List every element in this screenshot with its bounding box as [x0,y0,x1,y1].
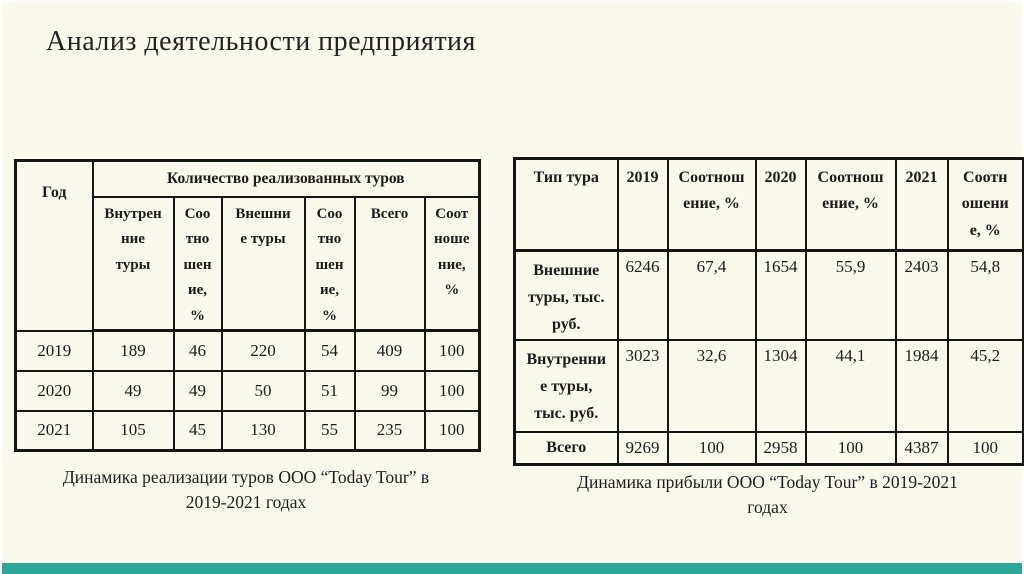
value-cell: 2403 [894,249,949,341]
header-total: Всего [353,195,426,332]
value-cell: 220 [220,329,306,372]
table-row-2019: 2019 189 46 220 54 409 100 [14,329,481,372]
table-row-total: Всего 9269 100 2958 100 4387 100 [513,430,1024,466]
value-cell: 44,1 [804,338,897,433]
value-cell: 50 [220,369,306,412]
year-cell: 2021 [14,409,94,452]
value-cell: 46 [172,329,223,372]
value-cell: 45 [172,409,223,452]
profit-table: Тип тура 2019 Соотнош ение, % 2020 Соотн… [513,157,1024,467]
value-cell: 105 [91,409,175,452]
value-cell: 100 [423,409,481,452]
value-cell: 1984 [894,338,949,433]
value-cell: 3023 [616,338,669,433]
value-cell: 9269 [616,430,669,466]
slide-title: Анализ деятельности предприятия [46,26,476,57]
header-year: Год [14,159,94,332]
value-cell: 189 [91,329,175,372]
value-cell: 100 [666,430,757,466]
header-ratio-2021: Соотн ошени е, % [946,157,1024,252]
value-cell: 100 [423,329,481,372]
value-cell: 4387 [894,430,949,466]
header-ratio-3: Соот ноше ние, % [423,195,481,332]
value-cell: 51 [303,369,356,412]
header-internal-tours: Внутрен ние туры [91,195,175,332]
value-cell: 49 [172,369,223,412]
header-ratio-2: Соо тно шен ие, % [303,195,356,332]
value-cell: 99 [353,369,426,412]
value-cell: 54 [303,329,356,372]
row-label-cell: Внутренни е туры, тыс. руб. [513,338,619,433]
bottom-accent-bar [2,563,1022,574]
year-cell: 2020 [14,369,94,412]
profit-caption: Динамика прибыли ООО “Today Tour” в 2019… [577,472,958,518]
row-label-cell: Внешние туры, тыс. руб. [513,249,619,341]
value-cell: 409 [353,329,426,372]
table-row-internal-tours: Внутренни е туры, тыс. руб. 3023 32,6 13… [513,338,1024,433]
value-cell: 130 [220,409,306,452]
header-ratio-1: Соо тно шен ие, % [172,195,223,332]
value-cell: 54,8 [946,249,1024,341]
value-cell: 235 [353,409,426,452]
header-2019: 2019 [616,157,669,252]
table-row-2021: 2021 105 45 130 55 235 100 [14,409,481,452]
value-cell: 1304 [754,338,807,433]
value-cell: 55,9 [804,249,897,341]
value-cell: 67,4 [666,249,757,341]
value-cell: 6246 [616,249,669,341]
header-2020: 2020 [754,157,807,252]
value-cell: 1654 [754,249,807,341]
tours-sold-table: Год Количество реализованных туров Внутр… [14,159,482,452]
value-cell: 100 [946,430,1024,466]
value-cell: 100 [423,369,481,412]
year-cell: 2019 [14,329,94,372]
header-ratio-2019: Соотнош ение, % [666,157,757,252]
value-cell: 49 [91,369,175,412]
value-cell: 45,2 [946,338,1024,433]
table-row-external-tours: Внешние туры, тыс. руб. 6246 67,4 1654 5… [513,249,1024,341]
header-tours-count-group: Количество реализованных туров [91,159,481,198]
header-tour-type: Тип тура [513,157,619,252]
tours-sold-caption: Динамика реализации туров ООО “Today Tou… [62,467,430,513]
header-ratio-2020: Соотнош ение, % [804,157,897,252]
header-2021: 2021 [894,157,949,252]
value-cell: 55 [303,409,356,452]
table-row-2020: 2020 49 49 50 51 99 100 [14,369,481,412]
header-external-tours: Внешни е туры [220,195,306,332]
value-cell: 2958 [754,430,807,466]
value-cell: 100 [804,430,897,466]
value-cell: 32,6 [666,338,757,433]
row-label-cell: Всего [513,430,619,466]
